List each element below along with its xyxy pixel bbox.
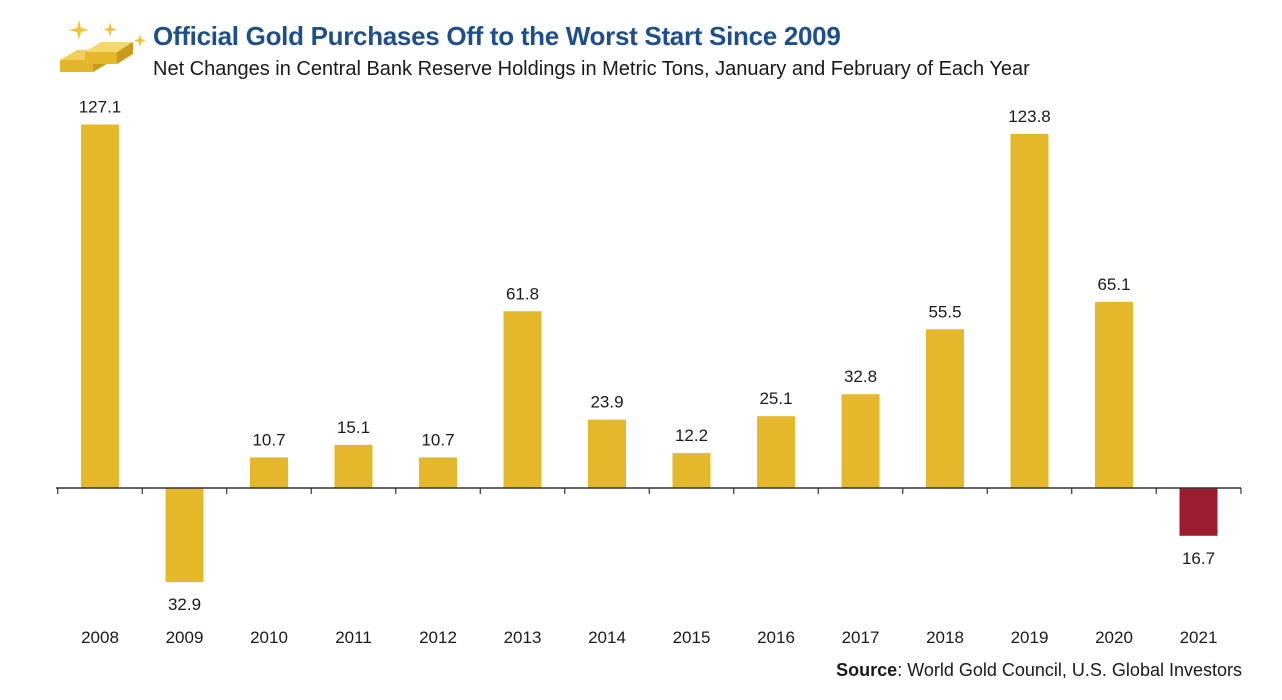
source-text: : World Gold Council, U.S. Global Invest… <box>897 660 1242 680</box>
x-tick-label-2019: 2019 <box>1011 628 1049 647</box>
data-label-2020: 65.1 <box>1097 275 1130 294</box>
source-note: Source: World Gold Council, U.S. Global … <box>836 660 1242 681</box>
source-label: Source <box>836 660 898 680</box>
x-tick-label-2014: 2014 <box>588 628 626 647</box>
x-tick-label-2018: 2018 <box>926 628 964 647</box>
data-label-2012: 10.7 <box>421 430 454 449</box>
bar-2018 <box>926 329 964 488</box>
data-label-2021: 16.7 <box>1182 549 1215 568</box>
x-tick-label-2009: 2009 <box>166 628 204 647</box>
bar-2009 <box>165 488 204 583</box>
bar-2021 <box>1179 488 1218 536</box>
data-label-2014: 23.9 <box>590 393 623 412</box>
bar-2011 <box>334 444 373 488</box>
chart-header: Official Gold Purchases Off to the Worst… <box>0 0 1282 90</box>
chart-title: Official Gold Purchases Off to the Worst… <box>153 21 841 51</box>
bar-2019 <box>1010 133 1049 488</box>
x-tick-label-2017: 2017 <box>842 628 880 647</box>
bar-2012 <box>419 457 457 488</box>
data-label-2011: 15.1 <box>337 418 370 437</box>
data-label-2018: 55.5 <box>928 302 961 321</box>
gold-bars-icon <box>60 20 146 72</box>
data-label-2019: 123.8 <box>1008 107 1051 126</box>
bar-2020 <box>1095 301 1133 488</box>
x-tick-label-2020: 2020 <box>1095 628 1133 647</box>
data-label-2016: 25.1 <box>759 389 792 408</box>
data-label-2008: 127.1 <box>79 97 122 116</box>
data-label-2010: 10.7 <box>252 430 285 449</box>
x-tick-label-2011: 2011 <box>335 628 372 647</box>
x-tick-label-2012: 2012 <box>419 628 457 647</box>
x-tick-label-2008: 2008 <box>81 628 119 647</box>
bar-2008 <box>81 124 119 488</box>
chart-subtitle: Net Changes in Central Bank Reserve Hold… <box>153 58 1030 80</box>
data-label-2009: 32.9 <box>168 595 201 614</box>
bar-2010 <box>250 457 288 488</box>
bar-2014 <box>588 419 626 488</box>
data-label-2013: 61.8 <box>506 284 539 303</box>
x-tick-label-2021: 2021 <box>1180 628 1218 647</box>
bar-2017 <box>841 394 880 488</box>
x-tick-label-2016: 2016 <box>757 628 795 647</box>
bar-2013 <box>503 311 542 488</box>
data-label-2017: 32.8 <box>844 367 877 386</box>
x-tick-label-2013: 2013 <box>504 628 542 647</box>
x-tick-label-2015: 2015 <box>673 628 711 647</box>
bar-2016 <box>757 416 795 488</box>
data-label-2015: 12.2 <box>675 426 708 445</box>
x-tick-label-2010: 2010 <box>250 628 288 647</box>
bar-2015 <box>672 453 711 488</box>
